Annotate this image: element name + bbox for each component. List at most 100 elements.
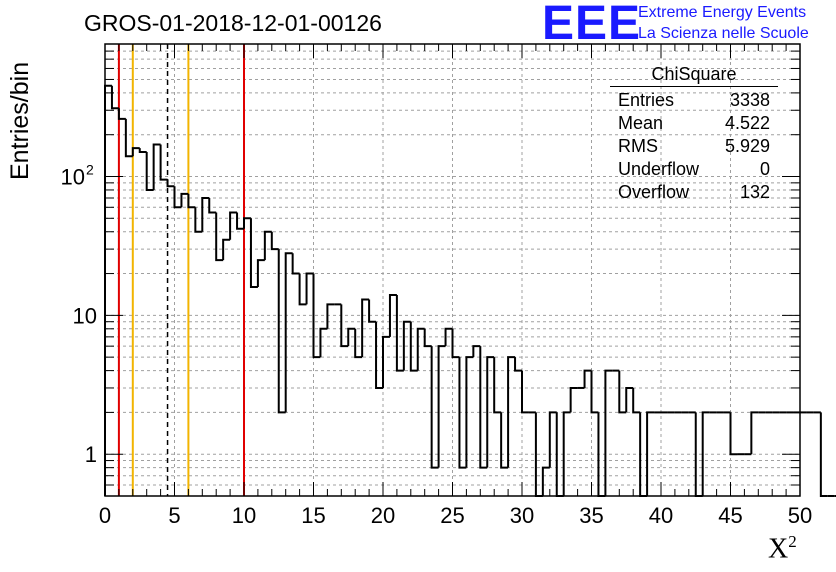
histogram-bin	[486, 356, 495, 468]
histogram-bin	[368, 299, 377, 323]
histogram-bin	[507, 356, 516, 468]
stats-label: RMS	[618, 136, 658, 156]
histogram-bin	[152, 143, 161, 190]
histogram-bin	[583, 369, 592, 388]
y-tick-label-exponent: 2	[86, 161, 94, 177]
histogram-bin	[437, 345, 446, 468]
histogram-bin	[402, 320, 411, 371]
histogram-bin	[298, 273, 307, 306]
histogram-bin	[173, 186, 182, 209]
stats-value: 4.522	[724, 113, 770, 133]
stats-box: ChiSquare Entries 3338 Mean 4.522 RMS 5.…	[610, 64, 778, 204]
stats-row-mean: Mean 4.522	[610, 112, 778, 135]
chart-title: GROS-01-2018-12-01-00126	[84, 10, 382, 36]
histogram-bin	[493, 357, 502, 414]
histogram-bin	[548, 411, 557, 468]
histogram-bin	[124, 118, 133, 158]
histogram-bin	[521, 370, 529, 414]
stats-value: 3338	[729, 90, 770, 110]
histogram-bin	[263, 230, 272, 261]
histogram-bin	[138, 148, 147, 154]
logo-line-2: La Scienza nelle Scuole	[638, 25, 809, 42]
histogram-bin	[444, 327, 453, 347]
histogram-bin	[284, 252, 293, 413]
x-tick-label: 5	[168, 503, 180, 528]
histogram-bin	[395, 295, 404, 372]
x-tick-label: 35	[579, 503, 603, 528]
histogram-bin	[604, 369, 613, 496]
histogram-bin	[243, 217, 251, 229]
histogram-bin	[562, 411, 571, 496]
stats-label: Entries	[618, 90, 675, 110]
stats-label: Overflow	[618, 182, 690, 202]
histogram-bin	[750, 411, 759, 455]
histogram-bin	[625, 386, 634, 413]
stats-title: ChiSquare	[610, 64, 778, 87]
histogram-bin	[236, 212, 244, 230]
y-tick-label: 10	[73, 303, 97, 328]
y-tick-label: 1	[85, 442, 97, 467]
histogram-bin	[326, 303, 335, 329]
histogram-bin	[222, 238, 231, 261]
histogram-bin	[729, 412, 738, 456]
histogram-bin	[277, 249, 286, 414]
stats-value: 132	[739, 182, 770, 202]
histogram-bin	[423, 328, 432, 348]
histogram-bin	[354, 328, 363, 359]
x-tick-label: 10	[232, 503, 256, 528]
histogram-bin	[632, 387, 641, 414]
histogram-bin	[110, 85, 119, 110]
histogram-bin	[131, 147, 140, 157]
histogram-bin	[569, 386, 578, 413]
histogram-bin	[229, 211, 238, 240]
histogram-bin	[375, 321, 383, 389]
histogram-bin	[618, 370, 627, 414]
y-axis-label: Entries/bin	[6, 61, 34, 180]
histogram-bin	[208, 198, 217, 214]
histogram-bin	[215, 212, 224, 262]
stats-row-underflow: Underflow 0	[610, 158, 778, 181]
logo-line-1: Extreme Energy Events	[638, 4, 807, 21]
stats-row-entries: Entries 3338	[610, 89, 778, 112]
histogram-bin	[319, 327, 328, 358]
histogram-bin	[500, 412, 509, 469]
x-tick-label: 40	[649, 503, 673, 528]
histogram-bin	[159, 144, 168, 181]
eee-logo-mark: EEE	[542, 0, 642, 50]
histogram-bin	[409, 321, 418, 372]
histogram-bin	[451, 328, 460, 359]
histogram-bin	[256, 259, 265, 288]
stats-label: Mean	[618, 113, 664, 133]
histogram-bin	[347, 327, 356, 347]
histogram-bin	[291, 253, 300, 275]
x-axis-label-base: X	[768, 533, 789, 565]
x-tick-label: 25	[440, 503, 464, 528]
histogram-bin	[305, 272, 314, 305]
stats-row-overflow: Overflow 132	[610, 181, 778, 204]
stats-label: Underflow	[618, 159, 700, 179]
stats-row-rms: RMS 5.929	[610, 135, 778, 158]
x-axis-label: X2	[768, 532, 797, 565]
histogram-bin	[382, 335, 390, 388]
stats-value: 0	[759, 159, 770, 179]
histogram-bin	[117, 108, 126, 120]
histogram-bin	[201, 197, 210, 232]
histogram-bin	[701, 411, 710, 496]
histogram-bin	[514, 357, 522, 372]
histogram-bin	[194, 207, 203, 233]
y-tick-label: 10	[61, 164, 85, 189]
histogram-bin	[465, 356, 474, 468]
histogram-bin	[646, 411, 655, 496]
histogram-bin	[180, 192, 189, 208]
histogram-bin	[479, 346, 488, 469]
x-tick-label: 30	[510, 503, 534, 528]
histogram-bin	[249, 218, 258, 289]
histogram-bin	[187, 193, 196, 209]
x-axis-label-superscript: 2	[788, 532, 797, 551]
x-tick-label: 20	[371, 503, 395, 528]
histogram-bin	[340, 304, 349, 348]
x-tick-label: 15	[301, 503, 325, 528]
x-tick-label: 0	[99, 503, 111, 528]
histogram-bin	[430, 346, 439, 469]
